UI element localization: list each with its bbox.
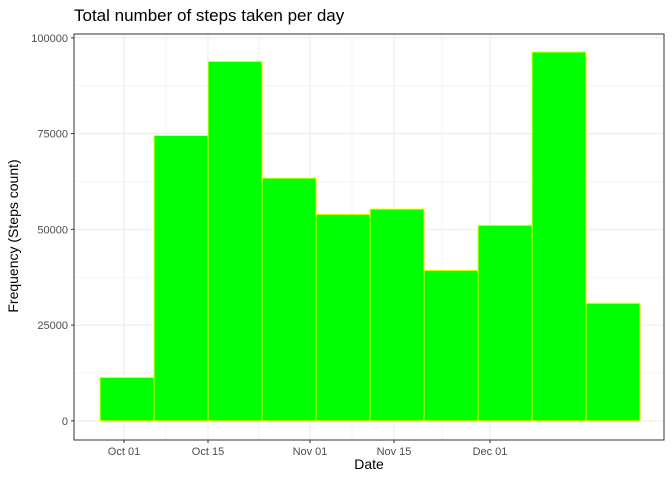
- x-tick-label: Dec 01: [473, 446, 508, 458]
- histogram-bar: [207, 60, 263, 422]
- y-tick-label: 75000: [37, 129, 68, 141]
- histogram-bar: [477, 224, 533, 422]
- histogram-bar: [423, 269, 479, 422]
- x-tick-label: Oct 01: [108, 446, 140, 458]
- x-tick-label: Nov 15: [377, 446, 412, 458]
- y-tick-label: 100000: [31, 33, 68, 45]
- bars: [99, 51, 641, 422]
- histogram-bar: [99, 376, 155, 422]
- x-axis-title: Date: [354, 456, 384, 472]
- histogram-bar: [369, 208, 425, 422]
- y-axis-title: Frequency (Steps count): [5, 159, 21, 312]
- chart-title: Total number of steps taken per day: [74, 6, 345, 25]
- y-axis: 0 25000 50000 75000 100000: [31, 33, 74, 428]
- histogram-bar: [315, 213, 371, 422]
- panel-border: [73, 33, 665, 441]
- y-tick-label: 0: [62, 416, 68, 428]
- y-tick-label: 25000: [37, 320, 68, 332]
- histogram-bar: [261, 177, 317, 422]
- histogram-bar: [153, 135, 209, 422]
- x-tick-label: Oct 15: [192, 446, 224, 458]
- x-axis: Oct 01 Oct 15 Nov 01 Nov 15 Dec 01: [108, 440, 508, 458]
- x-tick-label: Nov 01: [293, 446, 328, 458]
- histogram-bar: [585, 302, 641, 422]
- histogram-bar: [531, 51, 587, 422]
- y-tick-label: 50000: [37, 224, 68, 236]
